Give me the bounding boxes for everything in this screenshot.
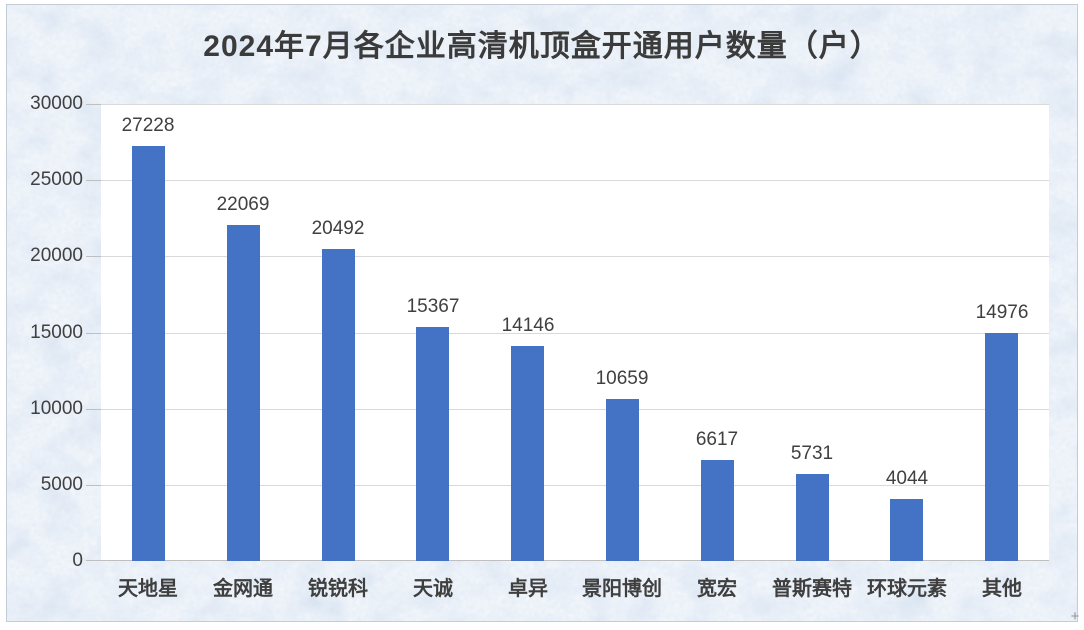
gridline bbox=[101, 256, 1049, 257]
x-axis-category-label: 金网通 bbox=[213, 578, 273, 600]
y-tick-mark bbox=[86, 485, 101, 486]
y-axis-tick-label: 5000 bbox=[40, 474, 83, 495]
bar bbox=[796, 474, 829, 561]
y-tick-mark bbox=[86, 180, 101, 181]
y-axis-tick-label: 15000 bbox=[30, 322, 83, 343]
gridline bbox=[101, 409, 1049, 410]
y-tick-mark bbox=[86, 560, 101, 561]
x-axis-category-label: 环球元素 bbox=[867, 578, 947, 600]
bar-value-label: 14146 bbox=[501, 315, 555, 336]
y-tick-mark bbox=[86, 256, 101, 257]
bar bbox=[322, 249, 355, 561]
x-axis-category-label: 景阳博创 bbox=[582, 578, 662, 600]
x-axis-category-label: 锐锐科 bbox=[308, 578, 368, 600]
y-tick-mark bbox=[86, 104, 101, 105]
bar bbox=[511, 346, 544, 561]
gridline bbox=[101, 104, 1049, 105]
bar bbox=[606, 399, 639, 561]
bar bbox=[985, 333, 1018, 561]
x-axis-category-label: 宽宏 bbox=[697, 578, 737, 600]
plot-area: 0 5000 10000 15000 20000 25000 30000 27228 天地星 22… bbox=[30, 93, 1049, 600]
x-axis-category-label: 天地星 bbox=[118, 578, 178, 600]
x-axis-category-label: 其他 bbox=[982, 578, 1022, 600]
crosshair-cursor: + bbox=[1070, 608, 1080, 625]
bar-value-label: 15367 bbox=[406, 296, 460, 317]
bar bbox=[416, 327, 449, 561]
gridline bbox=[101, 485, 1049, 486]
y-axis-tick-label: 30000 bbox=[30, 93, 83, 114]
x-axis-category-label: 卓异 bbox=[508, 578, 548, 600]
bar bbox=[890, 499, 923, 561]
y-axis-tick-label: 0 bbox=[72, 550, 83, 571]
x-axis-category-label: 普斯赛特 bbox=[772, 578, 852, 600]
x-axis-line bbox=[101, 560, 1049, 561]
bar-value-label: 20492 bbox=[311, 218, 365, 239]
bar bbox=[227, 225, 260, 561]
bar-value-label: 5731 bbox=[790, 443, 834, 464]
bar bbox=[701, 460, 734, 561]
y-tick-mark bbox=[86, 333, 101, 334]
bar-value-label: 27228 bbox=[121, 115, 175, 136]
y-tick-mark bbox=[86, 409, 101, 410]
bar-value-label: 22069 bbox=[216, 194, 270, 215]
bar-value-label: 4044 bbox=[885, 468, 929, 489]
chart-object: 2024年7月各企业高清机顶盒开通用户数量（户） 0 5000 10000 15000… bbox=[6, 4, 1078, 622]
y-axis-tick-label: 20000 bbox=[30, 245, 83, 266]
y-axis-tick-label: 25000 bbox=[30, 169, 83, 190]
y-axis-tick-label: 10000 bbox=[30, 398, 83, 419]
x-axis-category-label: 天诚 bbox=[413, 578, 453, 600]
bar-value-label: 10659 bbox=[595, 368, 649, 389]
bar-value-label: 6617 bbox=[695, 429, 739, 450]
gridline bbox=[101, 333, 1049, 334]
gridline bbox=[101, 180, 1049, 181]
bar-value-label: 14976 bbox=[975, 302, 1029, 323]
bar bbox=[132, 146, 165, 561]
chart-title: 2024年7月各企业高清机顶盒开通用户数量（户） bbox=[203, 30, 881, 63]
